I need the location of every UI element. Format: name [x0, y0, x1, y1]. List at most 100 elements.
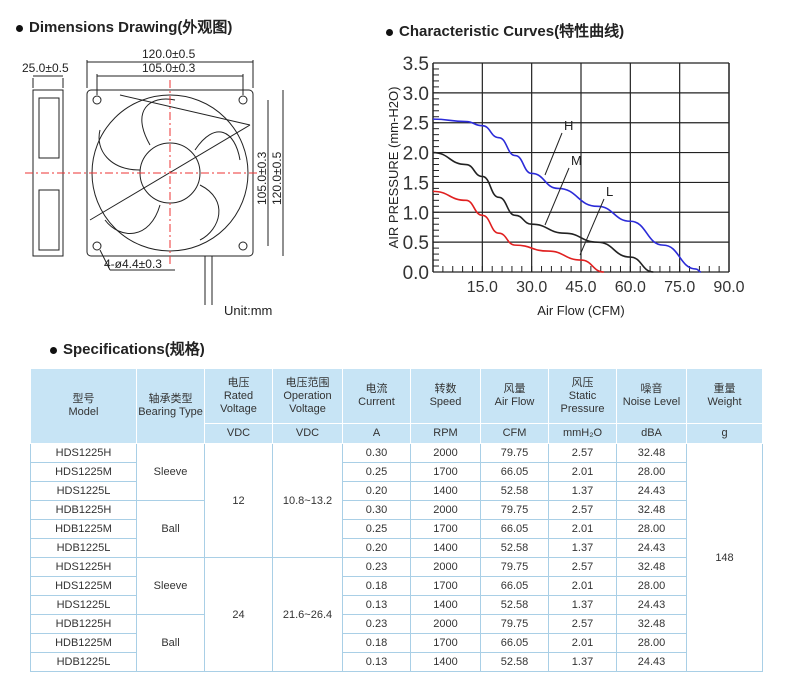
airflow-cell: 79.75 — [480, 443, 549, 463]
current-cell: 0.18 — [342, 633, 411, 653]
outer-height-label: 120.0±0.5 — [270, 151, 284, 205]
specifications-table: 型号 Model 轴承类型 Bearing Type 电压 Rated Voltage 电压… — [30, 368, 763, 672]
header-cn: 电流 — [365, 383, 388, 395]
airflow-cell: 79.75 — [480, 500, 549, 520]
noise-cell: 28.00 — [616, 519, 687, 539]
y-tick-label: 1.0 — [403, 203, 429, 224]
unit-header: VDC — [272, 423, 343, 444]
header-en: Static Pressure — [560, 389, 605, 415]
header-en: Current — [358, 396, 395, 408]
table-row: HDS1225L 0.13 1400 52.58 1.37 24.43 — [30, 595, 763, 615]
curve-pointer — [544, 167, 570, 226]
current-cell: 0.18 — [342, 576, 411, 596]
operation-voltage-cell: 10.8~13.2 — [272, 443, 343, 558]
header-cn: 风量 — [503, 383, 526, 395]
header-cn: 型号 — [72, 393, 95, 405]
pressure-cell: 2.57 — [548, 443, 617, 463]
model-cell: HDS1225H — [30, 557, 137, 577]
pressure-cell: 2.57 — [548, 500, 617, 520]
y-tick-label: 2.0 — [403, 144, 429, 165]
unit-header: RPM — [410, 423, 481, 444]
noise-cell: 24.43 — [616, 595, 687, 615]
curve-l — [432, 190, 605, 273]
noise-cell: 24.43 — [616, 481, 687, 501]
table-row: HDB1225L 0.20 1400 52.58 1.37 24.43 — [30, 538, 763, 558]
current-cell: 0.13 — [342, 595, 411, 615]
rated-voltage-cell: 24 — [204, 557, 273, 672]
column-header: 重量 Weight — [686, 368, 763, 424]
x-tick-label: 30.0 — [516, 279, 547, 296]
table-row: HDS1225M 0.25 1700 66.05 2.01 28.00 — [30, 462, 763, 482]
x-axis-label: Air Flow (CFM) — [537, 303, 624, 318]
model-cell: HDB1225H — [30, 614, 137, 634]
bearing-cell: Ball — [136, 614, 205, 672]
rated-voltage-cell: 12 — [204, 443, 273, 558]
bearing-cell: Sleeve — [136, 443, 205, 501]
unit-header: A — [342, 423, 411, 444]
pressure-cell: 1.37 — [548, 481, 617, 501]
pressure-cell: 2.01 — [548, 576, 617, 596]
y-tick-label: 3.5 — [403, 54, 429, 75]
table-row: HDB1225H Ball 0.23 2000 79.75 2.57 32.48 — [30, 614, 763, 672]
mounting-holes-label: 4-ø4.4±0.3 — [104, 257, 162, 271]
x-tick-label: 60.0 — [615, 279, 646, 296]
x-tick-label: 45.0 — [565, 279, 596, 296]
airflow-cell: 52.58 — [480, 652, 549, 672]
speed-cell: 1400 — [410, 595, 481, 615]
speed-cell: 1700 — [410, 462, 481, 482]
unit-header: mmH₂O — [548, 423, 617, 444]
airflow-cell: 52.58 — [480, 538, 549, 558]
header-en: Model — [68, 406, 99, 418]
speed-cell: 1400 — [410, 538, 481, 558]
curve-h — [432, 118, 702, 273]
heading-text: Specifications(规格) — [63, 341, 205, 358]
noise-cell: 32.48 — [616, 557, 687, 577]
current-cell: 0.13 — [342, 652, 411, 672]
table-row: HDB1225M 0.18 1700 66.05 2.01 28.00 — [30, 633, 763, 653]
noise-cell: 28.00 — [616, 462, 687, 482]
curve-pointer — [544, 132, 563, 176]
airflow-cell: 79.75 — [480, 614, 549, 634]
model-cell: HDS1225L — [30, 481, 137, 501]
x-tick-label: 90.0 — [713, 279, 744, 296]
pressure-cell: 1.37 — [548, 652, 617, 672]
column-header: 风量 Air Flow — [480, 368, 549, 424]
pressure-cell: 1.37 — [548, 595, 617, 615]
speed-cell: 1700 — [410, 519, 481, 539]
bullet-icon — [386, 28, 393, 36]
pressure-cell: 2.57 — [548, 614, 617, 634]
noise-cell: 32.48 — [616, 614, 687, 634]
current-cell: 0.20 — [342, 481, 411, 501]
dimensions-heading: Dimensions Drawing(外观图) — [16, 16, 232, 37]
pressure-cell: 2.01 — [548, 633, 617, 653]
model-cell: HDB1225L — [30, 538, 137, 558]
pressure-cell: 2.57 — [548, 557, 617, 577]
curve-m — [432, 151, 654, 273]
bullet-icon — [16, 24, 23, 32]
column-header: 电压 Rated Voltage — [204, 368, 273, 424]
header-cn: 重量 — [713, 383, 736, 395]
airflow-cell: 79.75 — [480, 557, 549, 577]
unit-label: Unit:mm — [224, 303, 272, 318]
current-cell: 0.30 — [342, 500, 411, 520]
header-cn: 转数 — [434, 383, 457, 395]
header-cn: 风压 — [571, 376, 594, 389]
header-row: 型号 Model 轴承类型 Bearing Type 电压 Rated Voltage 电压… — [30, 368, 763, 444]
model-cell: HDS1225L — [30, 595, 137, 615]
x-tick-label: 15.0 — [467, 279, 498, 296]
noise-cell: 28.00 — [616, 633, 687, 653]
column-header: 轴承类型 Bearing Type — [136, 368, 205, 444]
column-header: 噪音 Noise Level — [616, 368, 687, 424]
side-width-label: 25.0±0.5 — [22, 61, 69, 75]
noise-cell: 32.48 — [616, 443, 687, 463]
pressure-cell: 2.01 — [548, 519, 617, 539]
current-cell: 0.20 — [342, 538, 411, 558]
heading-text: Dimensions Drawing(外观图) — [29, 19, 233, 36]
y-tick-label: 1.5 — [403, 173, 429, 194]
header-cn: 电压范围 — [285, 376, 330, 389]
header-en: Weight — [707, 396, 742, 408]
model-cell: HDS1225M — [30, 462, 137, 482]
header-cn: 轴承类型 — [148, 393, 193, 405]
unit-row: VDC VDC A RPM CFM mmH₂O dBA g — [31, 423, 763, 444]
